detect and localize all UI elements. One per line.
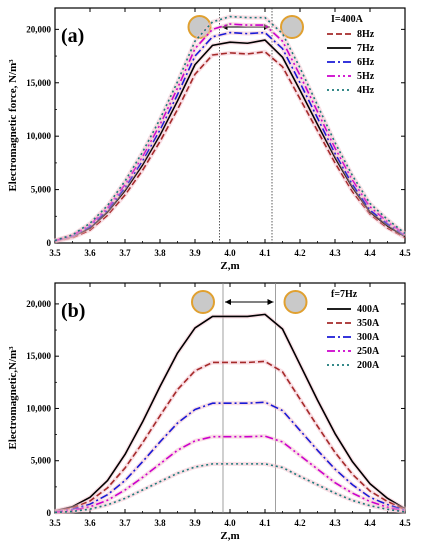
- y-tick-label: 15,000: [26, 351, 51, 361]
- x-tick-label: 4.5: [399, 248, 411, 258]
- x-tick-label: 4.4: [364, 518, 376, 528]
- y-axis-label: Electromagnetic force, N/m³: [7, 59, 19, 192]
- x-tick-label: 4.0: [224, 518, 236, 528]
- legend-label: 6Hz: [357, 57, 375, 68]
- y-tick-label: 0: [47, 508, 52, 518]
- coil-circle-icon: [280, 15, 304, 39]
- panel-label: (a): [61, 25, 84, 47]
- x-tick-label: 4.2: [294, 248, 306, 258]
- x-tick-label: 4.3: [329, 518, 341, 528]
- arrow-head-right-icon: [267, 299, 274, 305]
- series-halo: [54, 14, 407, 243]
- y-tick-label: 20,000: [26, 299, 51, 309]
- y-tick-label: 5,000: [31, 456, 52, 466]
- legend-label: 8Hz: [357, 29, 375, 40]
- x-tick-label: 4.2: [294, 518, 306, 528]
- y-axis-label: Electromagnetic,N/m³: [7, 346, 19, 450]
- x-tick-label: 3.7: [119, 248, 131, 258]
- series-line-8Hz: [54, 50, 406, 243]
- y-tick-label: 5,000: [31, 185, 52, 195]
- y-tick-label: 20,000: [26, 24, 51, 34]
- legend-label: 400A: [357, 304, 380, 315]
- legend-label: 200A: [357, 360, 380, 371]
- x-tick-label: 3.8: [154, 248, 166, 258]
- x-tick-label: 3.5: [49, 248, 61, 258]
- y-tick-label: 10,000: [26, 403, 51, 413]
- x-tick-label: 4.3: [329, 248, 341, 258]
- series-line-5Hz: [54, 23, 406, 242]
- series-halo: [54, 461, 406, 515]
- legend-label: 4Hz: [357, 85, 375, 96]
- series-line-300A: [54, 401, 406, 513]
- panel-label: (b): [61, 300, 85, 322]
- series-line-350A: [54, 360, 406, 513]
- x-tick-label: 3.6: [84, 518, 96, 528]
- y-tick-label: 15,000: [26, 78, 51, 88]
- x-tick-label: 4.5: [399, 518, 411, 528]
- chart-panel-a: 3.5 3.6 3.7 3.8 3.9 4.0 4.1 4.2 4.3 4.4 4.5 0 5,000 1…: [7, 7, 411, 272]
- coil-circle-icon: [191, 290, 215, 314]
- x-tick-label: 4.4: [364, 248, 376, 258]
- legend-title: f=7Hz: [331, 289, 358, 300]
- series-line-400A: [54, 313, 406, 512]
- x-tick-label: 3.8: [154, 518, 166, 528]
- y-tick-label: 0: [47, 238, 52, 248]
- x-tick-label: 3.9: [189, 518, 201, 528]
- x-tick-label: 4.0: [224, 248, 236, 258]
- x-tick-label: 4.1: [259, 518, 271, 528]
- coil-circle-icon: [283, 290, 308, 314]
- arrow-head-left-icon: [225, 299, 231, 305]
- x-tick-label: 3.7: [119, 518, 131, 528]
- y-tick-label: 10,000: [26, 131, 51, 141]
- x-tick-label: 4.1: [259, 248, 271, 258]
- legend-label: 300A: [357, 332, 380, 343]
- legend-label: 7Hz: [357, 43, 375, 54]
- chart-panel-b: 3.5 3.6 3.7 3.8 3.9 4.0 4.1 4.2 4.3 4.4 4.5 0 5,000 1…: [7, 282, 411, 542]
- legend-title: I=400A: [331, 14, 364, 25]
- series-line-250A: [54, 435, 406, 513]
- x-tick-label: 3.9: [189, 248, 201, 258]
- legend-label: 5Hz: [357, 71, 375, 82]
- x-tick-label: 3.6: [84, 248, 96, 258]
- x-tick-label: 3.5: [49, 518, 61, 528]
- legend-label: 250A: [357, 346, 380, 357]
- x-axis-label: Z,m: [220, 530, 239, 542]
- legend-label: 350A: [357, 318, 380, 329]
- series-line-4Hz: [54, 15, 406, 242]
- x-axis-label: Z,m: [220, 260, 239, 272]
